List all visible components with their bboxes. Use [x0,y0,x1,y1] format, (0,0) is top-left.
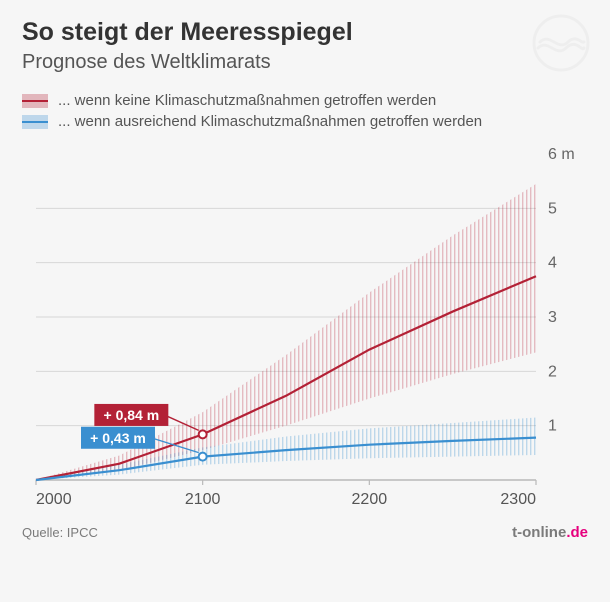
brand-wave-icon [532,14,590,72]
brand-accent: .de [566,524,588,541]
legend-item-low: ... wenn ausreichend Klimaschutzmaßnahme… [22,113,588,130]
page-title: So steigt der Meeresspiegel [22,18,588,47]
svg-text:+ 0,43 m: + 0,43 m [90,430,146,446]
infographic-card: So steigt der Meeresspiegel Prognose des… [0,0,610,602]
svg-text:+ 0,84 m: + 0,84 m [104,407,160,423]
brand-label: t-online.de [512,524,588,541]
legend-label-high: ... wenn keine Klimaschutzmaßnahmen getr… [58,92,436,109]
svg-text:2000: 2000 [36,491,72,508]
svg-text:1: 1 [548,418,557,435]
source-label: Quelle: IPCC [22,525,98,540]
footer: Quelle: IPCC t-online.de [22,510,588,541]
legend-swatch-low [22,115,48,129]
brand-plain: t-online [512,524,566,541]
svg-text:5: 5 [548,200,557,217]
legend: ... wenn keine Klimaschutzmaßnahmen getr… [22,92,588,130]
svg-text:2: 2 [548,363,557,380]
svg-text:3: 3 [548,309,557,326]
sea-level-chart: 1 2 3 4 5 6 m 2000 2100 2200 2300 + 0,84 m + 0,43 m [22,142,588,510]
legend-item-high: ... wenn keine Klimaschutzmaßnahmen getr… [22,92,588,109]
svg-text:2300: 2300 [500,491,536,508]
legend-label-low: ... wenn ausreichend Klimaschutzmaßnahme… [58,113,482,130]
svg-text:4: 4 [548,255,557,272]
svg-text:2200: 2200 [352,491,388,508]
legend-swatch-high [22,94,48,108]
svg-text:2100: 2100 [185,491,221,508]
svg-text:6 m: 6 m [548,146,575,163]
page-subtitle: Prognose des Weltklimarats [22,51,588,74]
chart-area: 1 2 3 4 5 6 m 2000 2100 2200 2300 + 0,84 m + 0,43 m [22,142,588,510]
